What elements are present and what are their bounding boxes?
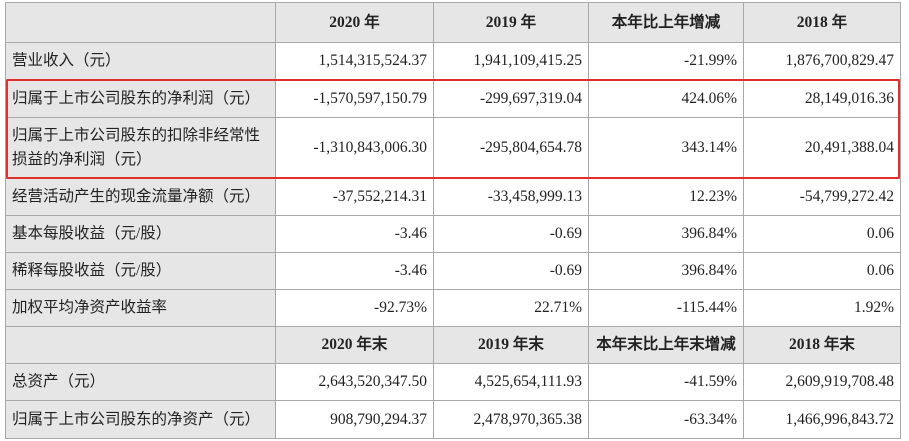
corner-cell: [5, 326, 276, 364]
row-label: 经营活动产生的现金流量净额（元）: [5, 178, 276, 216]
column-header: 2019 年末: [433, 326, 589, 364]
value-cell: 28,149,016.36: [743, 79, 901, 118]
value-cell: -63.34%: [588, 400, 744, 439]
header-row: 2020 年末 2019 年末 本年末比上年末增减 2018 年末: [5, 326, 901, 364]
corner-cell: [5, 2, 276, 43]
value-cell: 20,491,388.04: [743, 117, 901, 179]
data-row: 稀释每股收益（元/股） -3.46 -0.69 396.84% 0.06: [5, 252, 901, 290]
value-cell: -115.44%: [588, 289, 744, 327]
value-cell: -3.46: [275, 215, 434, 253]
row-label: 加权平均净资产收益率: [5, 289, 276, 327]
data-row: 营业收入（元） 1,514,315,524.37 1,941,109,415.25-…: [5, 42, 901, 80]
column-header: 本年比上年增减: [588, 2, 744, 43]
value-cell: -299,697,319.04: [433, 79, 589, 118]
value-cell: 343.14%: [588, 117, 744, 179]
row-label: 归属于上市公司股东的净利润（元）: [5, 79, 276, 118]
row-label: 归属于上市公司股东的净资产（元）: [5, 400, 276, 439]
value-cell: 22.71%: [433, 289, 589, 327]
value-cell: -0.69: [433, 252, 589, 290]
row-label: 总资产（元）: [5, 363, 276, 401]
value-cell: 424.06%: [588, 79, 744, 118]
header-row: 2020 年 2019 年本年比上年增减 2018 年: [5, 2, 901, 43]
value-cell: -1,310,843,006.30: [275, 117, 434, 179]
data-row: 归属于上市公司股东的净利润（元） -1,570,597,150.79 -299,69…: [5, 79, 901, 118]
data-row: 经营活动产生的现金流量净额（元） -37,552,214.31 -33,458,99…: [5, 178, 901, 216]
value-cell: 4,525,654,111.93: [433, 363, 589, 401]
value-cell: 1,466,996,843.72: [743, 400, 901, 439]
value-cell: 1,941,109,415.25: [433, 42, 589, 80]
value-cell: 2,643,520,347.50: [275, 363, 434, 401]
row-label: 稀释每股收益（元/股）: [5, 252, 276, 290]
value-cell: -0.69: [433, 215, 589, 253]
value-cell: -21.99%: [588, 42, 744, 80]
column-header: 2018 年: [743, 2, 901, 43]
value-cell: 0.06: [743, 252, 901, 290]
value-cell: 908,790,294.37: [275, 400, 434, 439]
financial-table: 2020 年 2019 年本年比上年增减 2018 年营业收入（元） 1,514,31…: [5, 2, 901, 439]
column-header: 2018 年末: [743, 326, 901, 364]
data-row: 归属于上市公司股东的净资产（元） 908,790,294.37 2,478,970,…: [5, 400, 901, 439]
value-cell: 2,478,970,365.38: [433, 400, 589, 439]
row-label: 营业收入（元）: [5, 42, 276, 80]
value-cell: -54,799,272.42: [743, 178, 901, 216]
value-cell: 2,609,919,708.48: [743, 363, 901, 401]
value-cell: 396.84%: [588, 252, 744, 290]
value-cell: 12.23%: [588, 178, 744, 216]
value-cell: -295,804,654.78: [433, 117, 589, 179]
data-row: 归属于上市公司股东的扣除非经常性损益的净利润（元） -1,310,843,006.…: [5, 117, 901, 179]
value-cell: 0.06: [743, 215, 901, 253]
value-cell: 1.92%: [743, 289, 901, 327]
value-cell: 1,514,315,524.37: [275, 42, 434, 80]
column-header: 2020 年末: [275, 326, 434, 364]
row-label: 归属于上市公司股东的扣除非经常性损益的净利润（元）: [5, 117, 276, 179]
value-cell: 396.84%: [588, 215, 744, 253]
row-label: 基本每股收益（元/股）: [5, 215, 276, 253]
value-cell: -3.46: [275, 252, 434, 290]
data-row: 总资产（元） 2,643,520,347.50 4,525,654,111.93 -4…: [5, 363, 901, 401]
column-header: 本年末比上年末增减: [588, 326, 744, 364]
value-cell: 1,876,700,829.47: [743, 42, 901, 80]
data-row: 加权平均净资产收益率 -92.73% 22.71% -115.44% 1.92%: [5, 289, 901, 327]
data-row: 基本每股收益（元/股） -3.46 -0.69 396.84% 0.06: [5, 215, 901, 253]
value-cell: -92.73%: [275, 289, 434, 327]
column-header: 2020 年: [275, 2, 434, 43]
value-cell: -37,552,214.31: [275, 178, 434, 216]
column-header: 2019 年: [433, 2, 589, 43]
value-cell: -41.59%: [588, 363, 744, 401]
value-cell: -1,570,597,150.79: [275, 79, 434, 118]
value-cell: -33,458,999.13: [433, 178, 589, 216]
